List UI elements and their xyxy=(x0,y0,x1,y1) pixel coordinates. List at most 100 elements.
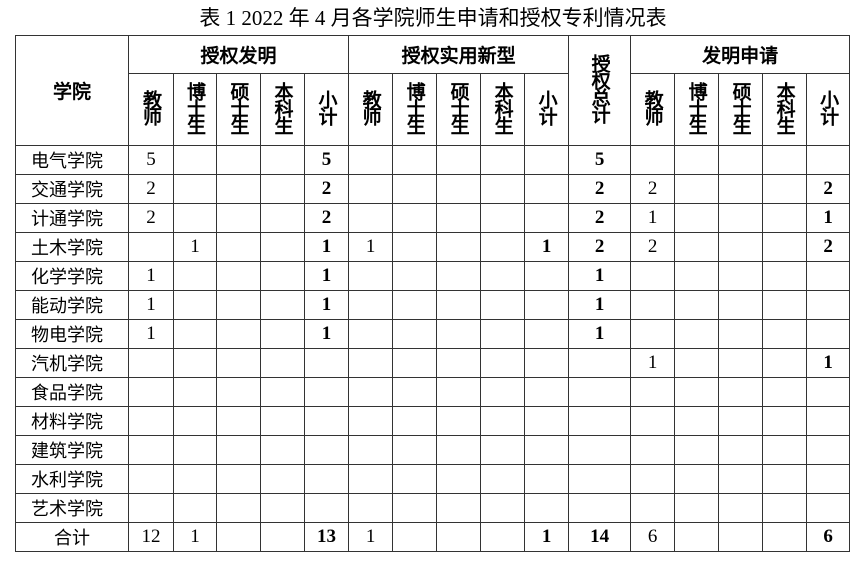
table-cell xyxy=(173,348,217,378)
table-cell xyxy=(303,493,350,523)
table-cell xyxy=(216,261,261,291)
college-name: 交通学院 xyxy=(15,174,129,204)
table-cell xyxy=(674,522,720,552)
table-cell xyxy=(762,406,808,436)
table-cell xyxy=(348,145,394,175)
table-cell: 5 xyxy=(568,145,632,175)
table-cell xyxy=(260,348,305,378)
table-cell xyxy=(436,377,482,407)
table-cell xyxy=(216,464,261,494)
table-cell xyxy=(762,435,808,465)
table-cell xyxy=(303,464,350,494)
total-row: 合计 12 1 13 1 1 14 6 6 xyxy=(15,522,851,552)
table-cell xyxy=(524,377,570,407)
table-cell: 1 xyxy=(348,522,394,552)
table-cell xyxy=(216,290,261,320)
header-invention-application-subtotal: 小计 xyxy=(806,73,851,146)
table-cell: 12 xyxy=(128,522,174,552)
table-cell xyxy=(630,493,676,523)
table-cell xyxy=(216,203,261,233)
college-name: 汽机学院 xyxy=(15,348,129,378)
header-college: 学院 xyxy=(15,35,129,146)
table-cell xyxy=(524,464,570,494)
table-cell xyxy=(762,261,808,291)
table-cell xyxy=(173,261,217,291)
table-row: 化学学院 1 1 1 xyxy=(15,261,851,291)
table-cell xyxy=(718,348,764,378)
table-cell xyxy=(216,406,261,436)
table-cell xyxy=(128,406,174,436)
table-cell xyxy=(348,261,394,291)
table-cell xyxy=(216,174,261,204)
header-granted-total-label: 授权总计 xyxy=(588,54,611,122)
table-cell xyxy=(260,522,305,552)
table-cell xyxy=(173,493,217,523)
header-granted-invention-phd: 博士生 xyxy=(173,73,217,146)
table-cell xyxy=(392,232,438,262)
table-cell xyxy=(762,493,808,523)
header-row-subcols: 教师 博士生 硕士生 本科生 小计 教师 博士生 硕士生 本科生 小计 教师 博士生 硕士生 本科生 小计 xyxy=(16,73,851,146)
table-cell xyxy=(392,174,438,204)
table-cell xyxy=(568,377,632,407)
table-cell: 6 xyxy=(630,522,676,552)
table-cell xyxy=(480,435,526,465)
table-cell xyxy=(524,319,570,349)
table-cell xyxy=(348,493,394,523)
table-cell xyxy=(173,319,217,349)
table-cell xyxy=(173,406,217,436)
table-cell xyxy=(674,174,720,204)
table-cell xyxy=(568,435,632,465)
table-cell xyxy=(260,145,305,175)
table-cell xyxy=(630,261,676,291)
table-cell xyxy=(524,203,570,233)
table-cell xyxy=(436,319,482,349)
table-cell xyxy=(348,203,394,233)
table-cell xyxy=(806,435,851,465)
table-cell xyxy=(260,377,305,407)
table-cell xyxy=(216,377,261,407)
table-cell xyxy=(524,493,570,523)
patent-table: 学院 授权发明 授权实用新型 授权总计 发明申请 教师 博士生 硕士生 本科生 小计 教师 博士生 硕士… xyxy=(15,35,851,552)
table-cell xyxy=(806,406,851,436)
subcol-label: 小计 xyxy=(315,90,338,124)
table-cell xyxy=(392,464,438,494)
table-cell: 1 xyxy=(173,232,217,262)
table-cell: 2 xyxy=(568,174,632,204)
table-cell xyxy=(436,493,482,523)
table-cell xyxy=(480,261,526,291)
table-cell xyxy=(674,493,720,523)
table-cell xyxy=(718,319,764,349)
table-cell xyxy=(303,377,350,407)
table-cell xyxy=(348,348,394,378)
table-cell: 1 xyxy=(568,290,632,320)
table-cell: 2 xyxy=(303,203,350,233)
table-cell xyxy=(568,348,632,378)
table-cell xyxy=(630,377,676,407)
table-cell xyxy=(762,348,808,378)
subcol-label: 教师 xyxy=(641,90,664,124)
table-cell xyxy=(303,435,350,465)
table-cell xyxy=(762,203,808,233)
table-cell: 2 xyxy=(630,232,676,262)
table-cell xyxy=(762,174,808,204)
table-cell xyxy=(260,261,305,291)
table-cell xyxy=(392,261,438,291)
table-cell xyxy=(216,348,261,378)
table-cell xyxy=(128,232,174,262)
college-name: 电气学院 xyxy=(15,145,129,175)
table-cell xyxy=(260,232,305,262)
table-row: 计通学院 2 2 2 1 1 xyxy=(15,203,851,233)
table-row: 物电学院 1 1 1 xyxy=(15,319,851,349)
table-cell: 13 xyxy=(303,522,350,552)
table-cell xyxy=(173,203,217,233)
table-cell: 5 xyxy=(128,145,174,175)
header-granted-utility-model-undergrad: 本科生 xyxy=(480,73,526,146)
table-cell xyxy=(762,522,808,552)
table-cell xyxy=(480,145,526,175)
table-cell xyxy=(806,464,851,494)
table-cell: 1 xyxy=(524,522,570,552)
table-cell xyxy=(674,261,720,291)
table-row: 材料学院 xyxy=(15,406,851,436)
table-cell: 2 xyxy=(128,174,174,204)
table-cell xyxy=(260,435,305,465)
